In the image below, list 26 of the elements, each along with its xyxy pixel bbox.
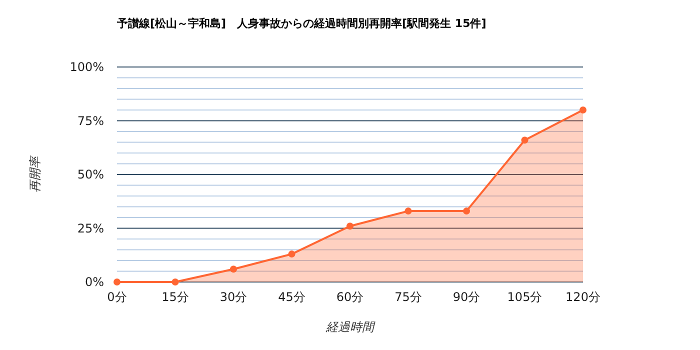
x-tick-label: 90分 (452, 290, 480, 304)
y-tick-label: 100% (70, 60, 104, 74)
y-tick-label: 50% (77, 168, 104, 182)
y-axis-title: 再開率 (28, 154, 42, 192)
chart-title: 予讃線[松山～宇和島] 人身事故からの経過時間別再開率[駅間発生 15件] (116, 17, 486, 30)
x-tick-label: 15分 (162, 290, 189, 304)
x-tick-label: 45分 (278, 290, 306, 304)
x-tick-label: 75分 (394, 290, 422, 304)
y-tick-label: 25% (77, 221, 104, 236)
point (230, 266, 237, 273)
x-axis-title: 経過時間 (325, 320, 376, 334)
y-tick-label: 75% (77, 114, 104, 128)
point (114, 278, 120, 286)
x-tick-label: 0分 (107, 290, 127, 304)
point (172, 278, 179, 286)
x-tick-label: 30分 (220, 290, 248, 304)
point (346, 222, 354, 230)
point (288, 250, 296, 258)
y-tick-label: 0% (84, 275, 104, 289)
x-tick-label: 105分 (507, 290, 542, 304)
point (580, 106, 586, 114)
point (521, 136, 528, 144)
x-tick-label: 60分 (336, 290, 364, 304)
point (463, 208, 470, 215)
x-tick-label: 120分 (566, 290, 600, 304)
point (404, 208, 412, 215)
